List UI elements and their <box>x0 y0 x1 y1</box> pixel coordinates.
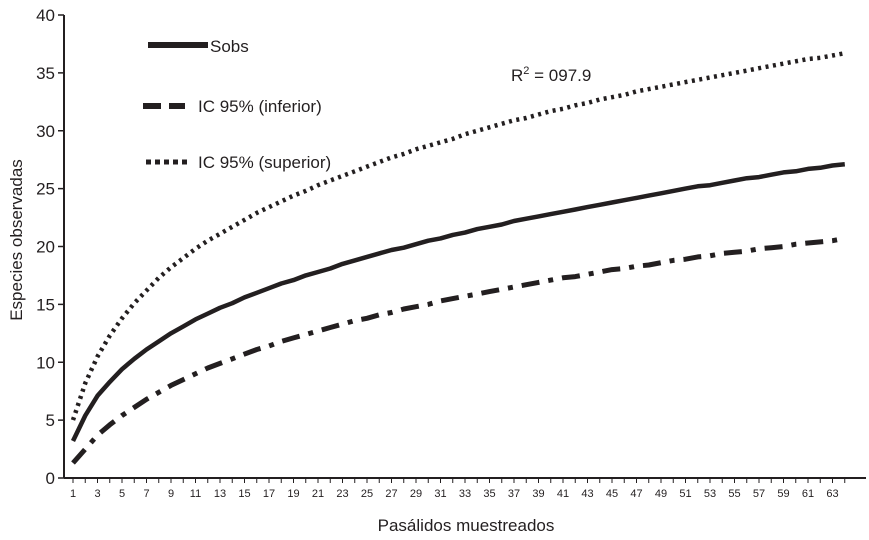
r-squared-annotation: R2 = 097.9 <box>511 65 591 85</box>
x-tick-label: 15 <box>238 488 250 500</box>
y-tick-label: 15 <box>36 295 55 314</box>
x-tick-label: 61 <box>802 488 814 500</box>
x-tick-label: 55 <box>728 488 740 500</box>
x-tick-label: 7 <box>143 488 149 500</box>
series-line-sobs <box>70 162 846 442</box>
x-tick-label: 35 <box>483 488 495 500</box>
x-tick-label: 49 <box>655 488 667 500</box>
legend-label-inferior: IC 95% (inferior) <box>198 97 322 116</box>
y-tick-label: 0 <box>46 469 55 488</box>
x-tick-label: 13 <box>214 488 226 500</box>
x-tick-label: 41 <box>557 488 569 500</box>
y-ticks-group: 0 5 10 15 20 25 30 35 40 <box>36 6 64 488</box>
legend: Sobs IC 95% (inferior) IC 95% (superior) <box>143 37 331 172</box>
x-tick-label: 45 <box>606 488 618 500</box>
x-axis-label: Pasálidos muestreados <box>378 516 555 535</box>
x-tick-label: 21 <box>312 488 324 500</box>
x-tick-label: 51 <box>679 488 691 500</box>
r-squared-value: = 097.9 <box>529 66 591 85</box>
x-tick-label: 27 <box>385 488 397 500</box>
y-tick-label: 20 <box>36 238 55 257</box>
r-squared-superscript: 2 <box>523 65 529 77</box>
x-tick-label: 19 <box>287 488 299 500</box>
x-tick-label: 29 <box>410 488 422 500</box>
x-tick-label: 37 <box>508 488 520 500</box>
x-tick-label: 17 <box>263 488 275 500</box>
legend-label-sobs: Sobs <box>210 37 249 56</box>
x-tick-label: 1 <box>70 488 76 500</box>
series-line-inferior <box>71 235 846 465</box>
x-tick-label: 53 <box>704 488 716 500</box>
x-tick-label: 31 <box>434 488 446 500</box>
y-tick-label: 35 <box>36 64 55 83</box>
x-tick-label: 59 <box>777 488 789 500</box>
series-line-superior <box>70 50 846 421</box>
x-tick-label: 63 <box>826 488 838 500</box>
legend-label-superior: IC 95% (superior) <box>198 153 331 172</box>
x-tick-label: 5 <box>119 488 125 500</box>
x-tick-label: 23 <box>336 488 348 500</box>
x-tick-label: 43 <box>581 488 593 500</box>
y-tick-label: 5 <box>46 411 55 430</box>
y-tick-label: 25 <box>36 180 55 199</box>
x-tick-label: 33 <box>459 488 471 500</box>
x-ticks-group: 1 3 5 7 9 11 13 15 17 19 21 23 25 27 29 31 33 35 37 39 41 43 4… <box>70 478 846 500</box>
y-tick-label: 40 <box>36 6 55 25</box>
y-tick-label: 30 <box>36 122 55 141</box>
x-tick-label: 57 <box>753 488 765 500</box>
x-tick-label: 3 <box>94 488 100 500</box>
x-tick-label: 47 <box>630 488 642 500</box>
y-tick-label: 10 <box>36 353 55 372</box>
x-tick-label: 25 <box>361 488 373 500</box>
x-tick-label: 11 <box>190 488 201 500</box>
curves-group <box>70 50 846 465</box>
r-squared-prefix: R <box>511 66 523 85</box>
x-tick-label: 39 <box>532 488 544 500</box>
y-axis-label: Especies observadas <box>7 159 26 321</box>
axes-group <box>63 15 866 479</box>
x-tick-label: 9 <box>168 488 174 500</box>
